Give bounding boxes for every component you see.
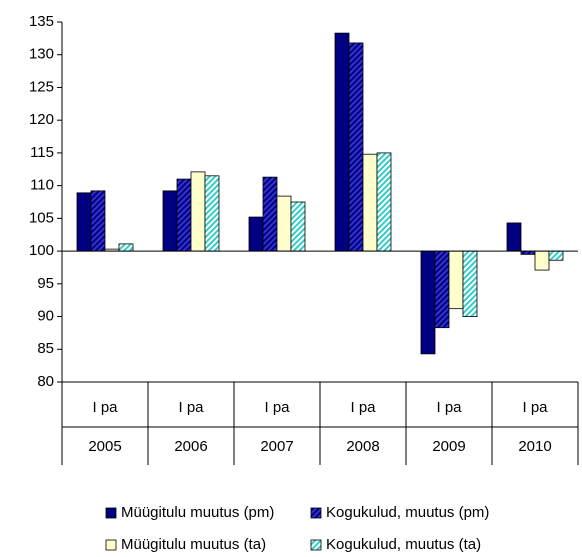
y-tick-label: 90 <box>37 308 54 325</box>
bar <box>290 201 306 252</box>
x-tick-label: I pa <box>92 399 118 416</box>
bar <box>434 250 450 329</box>
y-tick-label: 100 <box>29 242 54 259</box>
x-tick-label: 2009 <box>432 438 465 455</box>
bar <box>176 178 192 252</box>
legend-swatch <box>310 507 322 519</box>
legend-swatch <box>310 539 322 551</box>
bar <box>90 190 106 252</box>
bar <box>348 42 364 252</box>
legend-label: Müügitulu muutus (ta) <box>121 536 266 552</box>
bar <box>162 190 178 252</box>
y-tick-label: 85 <box>37 340 54 357</box>
bar <box>248 216 264 252</box>
bar <box>334 32 350 252</box>
bar <box>548 250 564 261</box>
bar <box>506 222 522 252</box>
bar <box>276 195 292 252</box>
y-tick-label: 105 <box>29 209 54 226</box>
bar <box>534 250 550 271</box>
x-tick-label: 2007 <box>260 438 293 455</box>
bar <box>376 152 392 252</box>
legend-swatch <box>105 539 117 551</box>
bar <box>118 243 134 252</box>
x-tick-label: 2006 <box>174 438 207 455</box>
bar <box>190 171 206 252</box>
bar <box>76 192 92 252</box>
y-tick-label: 115 <box>30 144 54 161</box>
y-tick-label: 110 <box>30 177 54 194</box>
x-tick-label: I pa <box>436 399 462 416</box>
x-tick-label: I pa <box>264 399 290 416</box>
legend-label: Müügitulu muutus (pm) <box>121 504 274 521</box>
y-tick-label: 95 <box>37 275 54 292</box>
legend-label: Kogukulud, muutus (ta) <box>326 536 481 552</box>
bar <box>204 175 220 252</box>
bar <box>462 250 478 317</box>
x-tick-label: 2005 <box>88 438 121 455</box>
x-tick-label: 2008 <box>346 438 379 455</box>
y-tick-label: 130 <box>29 46 54 63</box>
x-tick-label: I pa <box>178 399 204 416</box>
x-tick-label: 2010 <box>518 438 551 455</box>
bar <box>362 153 378 252</box>
y-tick-label: 120 <box>29 111 54 128</box>
x-tick-label: I pa <box>522 399 548 416</box>
legend-swatch <box>105 507 117 519</box>
x-tick-label: I pa <box>350 399 376 416</box>
y-tick-label: 135 <box>29 13 54 30</box>
y-tick-label: 125 <box>29 78 54 95</box>
bar <box>448 250 464 310</box>
bar <box>420 250 436 355</box>
legend-label: Kogukulud, muutus (pm) <box>326 504 489 521</box>
bar <box>262 176 278 252</box>
y-tick-label: 80 <box>37 373 54 390</box>
